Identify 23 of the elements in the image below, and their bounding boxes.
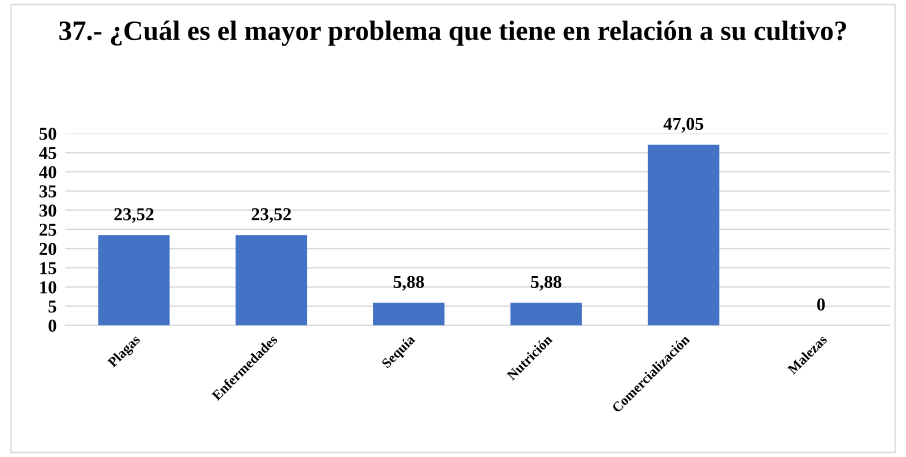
data-label: 0 xyxy=(817,298,825,311)
bar xyxy=(98,235,170,326)
data-label: 23,52 xyxy=(114,208,154,223)
bar xyxy=(648,144,720,326)
data-label: 47,05 xyxy=(664,118,704,133)
y-tick-label: 50 xyxy=(40,128,56,140)
y-tick-label: 20 xyxy=(40,242,56,256)
y-tick-label: 5 xyxy=(48,300,56,313)
bar xyxy=(510,302,582,326)
y-tick-label: 15 xyxy=(40,262,56,274)
y-tick-label: 25 xyxy=(40,224,56,236)
y-tick-label: 35 xyxy=(40,185,56,198)
y-tick-label: 0 xyxy=(48,320,56,332)
data-label: 5,88 xyxy=(531,276,562,291)
y-tick-label: 40 xyxy=(39,166,56,178)
y-tick-label: 30 xyxy=(40,204,56,217)
y-tick-label: 10 xyxy=(40,281,56,294)
bar xyxy=(236,235,308,326)
data-label: 23,52 xyxy=(252,208,291,223)
chart-title: 37.- ¿Cuál es el mayor problema que tiene en relación a su cultivo? xyxy=(59,20,846,46)
y-tick-label: 45 xyxy=(39,147,56,160)
bar xyxy=(373,302,444,326)
data-label: 5,88 xyxy=(394,276,424,291)
